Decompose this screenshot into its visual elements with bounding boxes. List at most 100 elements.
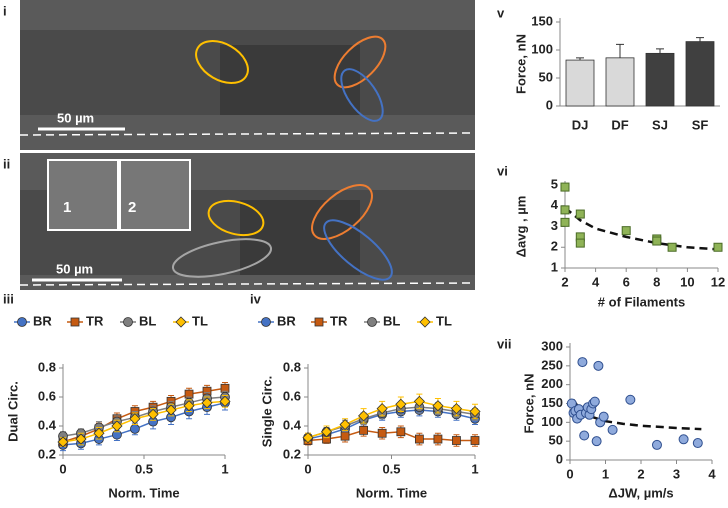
marker [376, 403, 388, 415]
x-tick-label: 6 [623, 274, 630, 289]
y-tick-label: 0.2 [38, 446, 56, 461]
point [591, 436, 602, 447]
legend-marker [367, 317, 377, 327]
y-tick-label: 0.6 [283, 388, 301, 403]
point [652, 236, 662, 246]
legend-label: BR [33, 313, 52, 328]
inset-label: 2 [128, 199, 136, 216]
panel-label: iii [3, 291, 14, 306]
series-line [62, 387, 226, 443]
marker [413, 395, 425, 407]
x-tick-label: 2 [561, 274, 568, 289]
legend-label: TR [86, 313, 104, 328]
marker [452, 436, 461, 445]
legend-marker [314, 317, 324, 327]
point [713, 242, 723, 252]
x-tick-label: 1 [602, 466, 609, 481]
marker [219, 395, 231, 407]
bar [605, 57, 635, 107]
point [560, 182, 570, 192]
x-tick-label: SJ [652, 117, 668, 132]
legend-marker [175, 316, 187, 328]
inset-label: 1 [63, 199, 71, 216]
point [625, 394, 636, 405]
x-tick-label: 10 [680, 274, 694, 289]
y-tick-label: 4 [551, 197, 559, 212]
panel-label: iv [250, 291, 262, 306]
point [667, 242, 677, 252]
legend-marker [261, 317, 271, 327]
x-tick-label: DJ [572, 117, 589, 132]
marker [302, 432, 314, 444]
y-axis-title: Single Circ. [259, 376, 274, 448]
legend-label: BL [139, 313, 156, 328]
error-bar [576, 57, 584, 61]
x-tick-label: SF [692, 117, 709, 132]
bar [565, 59, 595, 107]
point [692, 438, 703, 449]
legend-marker [17, 317, 27, 327]
micrograph-i: 50 µm [19, 0, 476, 150]
y-tick-label: 1 [551, 259, 558, 274]
x-tick-label: 1 [221, 461, 228, 476]
y-tick-label: 3 [551, 218, 558, 233]
y-tick-label: 0.4 [38, 417, 57, 432]
marker [183, 400, 195, 412]
error-bar [696, 37, 704, 42]
y-tick-label: 250 [541, 357, 563, 372]
marker [147, 408, 159, 420]
panel-label: vii [497, 336, 511, 351]
x-tick-label: 0.5 [135, 461, 153, 476]
point [560, 217, 570, 227]
marker [470, 436, 480, 445]
marker [414, 434, 424, 444]
marker [111, 420, 123, 432]
point [678, 434, 689, 445]
series-line [307, 429, 475, 442]
micrograph-ii: 50 µm 1 2 [19, 153, 476, 290]
y-tick-label: 0.8 [38, 359, 56, 374]
panel-label: i [3, 3, 7, 18]
panel-label: vi [497, 163, 508, 178]
scale-bar-label: 50 µm [57, 110, 94, 125]
point [607, 424, 618, 435]
y-tick-label: 200 [541, 376, 563, 391]
legend-marker [123, 317, 133, 327]
series-line [62, 400, 226, 443]
y-tick-label: 100 [531, 41, 553, 56]
point [651, 439, 662, 450]
y-tick-label: 2 [551, 239, 558, 254]
x-tick-label: 0 [59, 461, 66, 476]
series-line [307, 400, 476, 439]
y-tick-label: 0.8 [283, 359, 301, 374]
x-axis-title: Norm. Time [108, 485, 179, 500]
x-tick-label: 4 [592, 274, 600, 289]
point [593, 360, 604, 371]
marker [57, 436, 69, 448]
legend-label: TR [330, 313, 348, 328]
error-bar [616, 43, 624, 58]
panel-label: v [497, 5, 505, 20]
x-tick-label: 3 [673, 466, 680, 481]
marker [359, 425, 369, 435]
x-tick-label: 2 [637, 466, 644, 481]
y-tick-label: 0 [556, 451, 563, 466]
x-tick-label: 8 [653, 274, 660, 289]
x-axis-title: # of Filaments [598, 294, 685, 309]
marker [377, 428, 387, 438]
legend-label: BL [383, 313, 400, 328]
series-line [62, 396, 226, 437]
point [579, 430, 590, 441]
error-bar [656, 48, 664, 54]
x-tick-label: 1 [471, 461, 478, 476]
scale-bar-label: 50 µm [56, 261, 93, 276]
marker [432, 400, 444, 412]
y-tick-label: 0.6 [38, 388, 56, 403]
series-line [307, 409, 476, 440]
point [598, 411, 609, 422]
marker [340, 431, 350, 441]
y-tick-label: 300 [541, 338, 563, 353]
y-tick-label: 50 [549, 433, 563, 448]
marker [130, 423, 140, 434]
